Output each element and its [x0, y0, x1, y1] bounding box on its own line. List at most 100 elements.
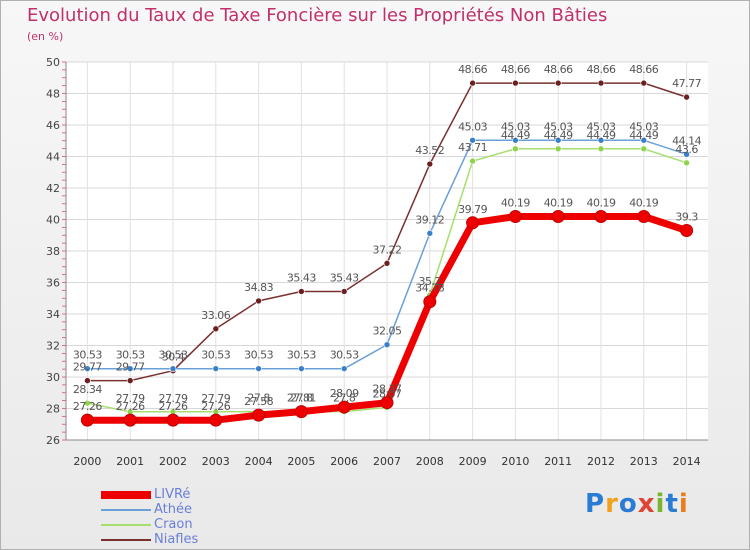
x-tick-label-12: 2012 — [587, 455, 615, 468]
series-point-0-4 — [252, 408, 266, 422]
legend-item-1: Athée — [101, 502, 198, 517]
series-point-3-11 — [554, 79, 562, 87]
x-tick-label-10: 2010 — [501, 455, 529, 468]
data-label-0-8: 34.78 — [415, 282, 444, 295]
data-label-2-10: 44.49 — [501, 129, 530, 142]
data-label-2-3: 27.79 — [201, 392, 230, 405]
data-label-2-8: 35.2 — [419, 275, 442, 288]
data-label-2-1: 27.79 — [116, 392, 145, 405]
data-label-2-9: 43.71 — [458, 141, 487, 154]
legend-swatch-1 — [101, 508, 151, 511]
legend-label-0: LIVRé — [154, 487, 191, 502]
series-point-3-4 — [255, 297, 262, 305]
data-label-1-12: 45.03 — [587, 120, 616, 133]
legend-swatch-2 — [101, 523, 151, 526]
logo-letter: P — [585, 489, 606, 519]
x-tick-label-8: 2008 — [416, 455, 444, 468]
data-label-0-3: 27.26 — [201, 400, 230, 413]
data-label-1-7: 32.05 — [373, 325, 402, 338]
legend-item-0: LIVRé — [101, 487, 198, 502]
proxiti-logo: Proxiti — [585, 489, 689, 519]
series-point-0-8 — [423, 295, 437, 309]
x-tick-label-5: 2005 — [287, 455, 315, 468]
data-label-2-0: 28.34 — [73, 383, 102, 396]
logo-letter: x — [637, 489, 656, 519]
series-point-0-11 — [551, 210, 565, 224]
logo-letter: i — [655, 489, 666, 519]
series-point-3-9 — [469, 79, 476, 87]
x-tick-label-1: 2001 — [116, 455, 144, 468]
x-tick-label-13: 2013 — [630, 455, 658, 468]
series-point-0-7 — [380, 396, 394, 410]
series-point-3-1 — [126, 377, 134, 384]
data-label-3-4: 34.83 — [244, 281, 273, 294]
data-label-1-6: 30.53 — [330, 349, 359, 362]
data-label-2-11: 44.49 — [544, 129, 573, 142]
legend-label-1: Athée — [154, 502, 192, 517]
data-label-1-11: 45.03 — [544, 120, 573, 133]
y-tick-label-10: 46 — [46, 119, 60, 132]
data-label-0-5: 27.8 — [290, 392, 313, 405]
series-point-1-0 — [84, 365, 91, 372]
logo-letter: i — [678, 489, 689, 519]
data-label-2-4: 27.8 — [247, 392, 270, 405]
data-label-0-2: 27.26 — [159, 400, 188, 413]
x-tick-label-2: 2002 — [159, 455, 187, 468]
data-label-2-2: 27.79 — [159, 392, 188, 405]
x-tick-label-6: 2006 — [330, 455, 358, 468]
series-point-2-12 — [597, 145, 605, 153]
series-point-1-5 — [298, 365, 305, 372]
series-point-0-12 — [594, 210, 608, 224]
data-label-3-6: 35.43 — [330, 271, 359, 284]
data-label-1-14: 44.14 — [672, 134, 701, 147]
data-label-1-4: 30.53 — [244, 349, 273, 362]
data-label-3-5: 35.43 — [287, 271, 316, 284]
series-point-3-8 — [426, 160, 434, 168]
y-tick-label-4: 34 — [46, 308, 60, 321]
series-point-1-2 — [169, 365, 177, 372]
series-point-3-14 — [683, 93, 690, 101]
data-label-2-14: 43.6 — [675, 143, 698, 156]
data-label-0-10: 40.19 — [501, 197, 530, 210]
y-tick-label-0: 26 — [46, 434, 60, 447]
data-label-0-9: 39.79 — [458, 203, 487, 216]
legend-item-2: Craon — [101, 517, 198, 532]
data-label-3-3: 33.06 — [201, 309, 230, 322]
data-label-1-2: 30.53 — [159, 349, 188, 362]
data-label-3-13: 48.66 — [629, 63, 658, 76]
data-label-0-13: 40.19 — [629, 197, 658, 210]
data-label-1-13: 45.03 — [629, 120, 658, 133]
data-label-2-13: 44.49 — [629, 129, 658, 142]
series-point-1-6 — [340, 365, 348, 372]
data-label-1-1: 30.53 — [116, 349, 145, 362]
y-tick-label-6: 38 — [46, 245, 60, 258]
series-point-1-7 — [383, 341, 391, 349]
data-label-0-6: 28.09 — [330, 387, 359, 400]
series-point-2-13 — [640, 145, 648, 153]
series-point-2-0 — [84, 399, 91, 407]
series-point-1-11 — [554, 136, 562, 144]
series-point-1-4 — [255, 365, 262, 372]
series-point-2-9 — [469, 157, 476, 165]
legend-swatch-0 — [101, 490, 151, 499]
series-point-3-10 — [512, 79, 519, 87]
data-label-0-11: 40.19 — [544, 197, 573, 210]
data-label-1-3: 30.53 — [201, 349, 230, 362]
legend-label-2: Craon — [154, 517, 193, 532]
series-point-0-3 — [209, 413, 223, 427]
data-label-3-10: 48.66 — [501, 63, 530, 76]
series-point-3-12 — [597, 79, 605, 87]
data-label-3-14: 47.77 — [672, 77, 701, 90]
series-point-1-8 — [426, 230, 434, 237]
legend-label-3: Niafles — [154, 532, 199, 547]
y-tick-label-2: 30 — [46, 371, 60, 384]
series-point-0-1 — [123, 413, 137, 427]
data-label-0-7: 28.37 — [373, 383, 402, 396]
chart-subtitle: (en %) — [27, 30, 64, 43]
data-label-0-14: 39.3 — [675, 211, 698, 224]
x-tick-label-14: 2014 — [673, 455, 701, 468]
legend-swatch-3 — [101, 538, 151, 541]
y-tick-label-9: 44 — [46, 151, 60, 164]
data-label-3-7: 37.22 — [373, 243, 402, 256]
